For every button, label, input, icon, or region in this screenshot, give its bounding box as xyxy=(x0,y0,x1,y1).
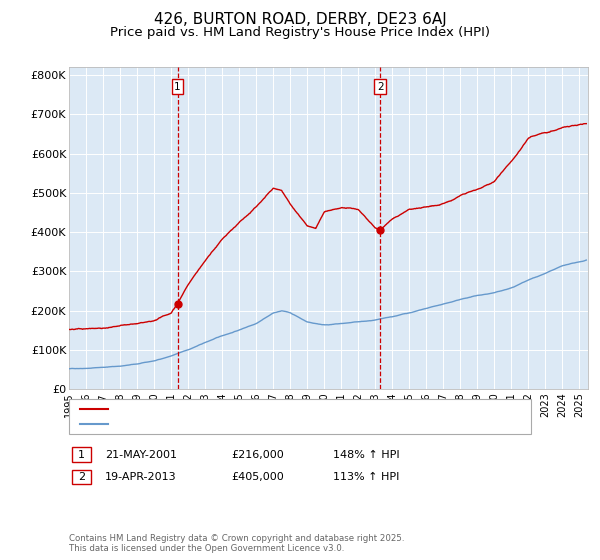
Text: Contains HM Land Registry data © Crown copyright and database right 2025.
This d: Contains HM Land Registry data © Crown c… xyxy=(69,534,404,553)
Text: 1: 1 xyxy=(78,450,85,460)
Text: HPI: Average price, detached house, City of Derby: HPI: Average price, detached house, City… xyxy=(114,419,376,430)
Text: 426, BURTON ROAD, DERBY, DE23 6AJ (detached house): 426, BURTON ROAD, DERBY, DE23 6AJ (detac… xyxy=(114,404,407,414)
Text: £405,000: £405,000 xyxy=(231,472,284,482)
Text: 21-MAY-2001: 21-MAY-2001 xyxy=(105,450,177,460)
Text: 2: 2 xyxy=(377,82,384,92)
Text: 426, BURTON ROAD, DERBY, DE23 6AJ: 426, BURTON ROAD, DERBY, DE23 6AJ xyxy=(154,12,446,27)
Text: £216,000: £216,000 xyxy=(231,450,284,460)
Text: 1: 1 xyxy=(174,82,181,92)
Text: Price paid vs. HM Land Registry's House Price Index (HPI): Price paid vs. HM Land Registry's House … xyxy=(110,26,490,39)
Text: 113% ↑ HPI: 113% ↑ HPI xyxy=(333,472,400,482)
Text: 2: 2 xyxy=(78,472,85,482)
Text: 148% ↑ HPI: 148% ↑ HPI xyxy=(333,450,400,460)
Text: 19-APR-2013: 19-APR-2013 xyxy=(105,472,176,482)
